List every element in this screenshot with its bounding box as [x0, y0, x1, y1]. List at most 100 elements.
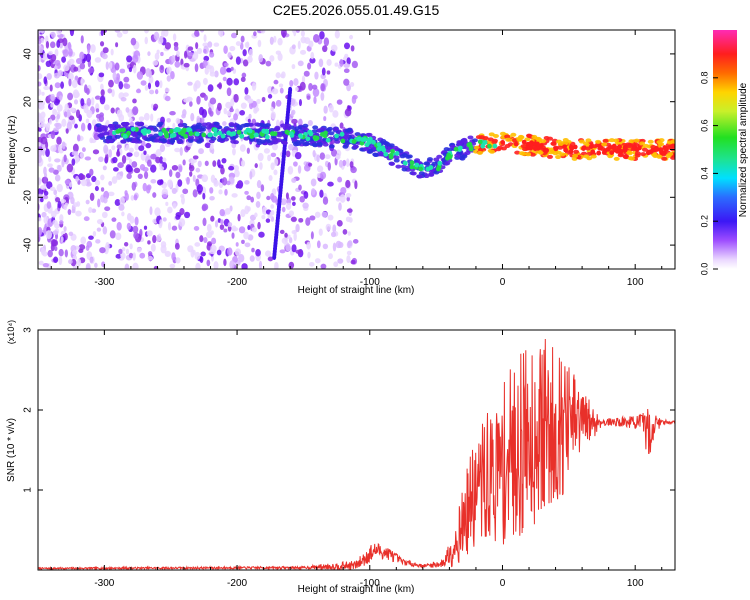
spectral-point	[273, 79, 279, 85]
spectral-point	[187, 51, 194, 57]
ridge-point	[188, 135, 195, 140]
spectral-point	[328, 253, 333, 260]
spectral-point	[326, 58, 332, 66]
snr-x-label: Height of straight line (km)	[298, 584, 415, 595]
spectral-point	[45, 41, 50, 49]
spectral-point	[69, 30, 75, 37]
spectrogram-y-label: Frequency (Hz)	[7, 116, 18, 185]
ridge-peak-point	[183, 133, 189, 139]
spectral-point	[192, 51, 199, 60]
spectral-point	[224, 188, 228, 196]
ridge-point	[342, 132, 349, 137]
spectral-point	[259, 162, 263, 170]
spectral-point	[235, 41, 241, 47]
ridge-point	[254, 128, 261, 133]
spectral-point	[73, 66, 79, 72]
ridge-peak-point	[437, 160, 443, 166]
ridge-point	[416, 174, 423, 179]
spectral-point	[62, 37, 68, 47]
spectral-point	[61, 56, 66, 63]
spectral-point	[56, 136, 62, 145]
spectral-point	[64, 179, 71, 185]
spectral-point	[115, 253, 122, 259]
spectral-point	[257, 152, 264, 162]
spectral-point	[75, 109, 81, 119]
spectral-point	[226, 77, 233, 86]
spectral-point	[132, 262, 139, 269]
spectral-point	[330, 44, 338, 52]
spectral-point	[287, 165, 294, 175]
spectral-point	[65, 128, 69, 134]
spectral-point	[211, 237, 217, 245]
spectral-point	[100, 187, 105, 192]
spectral-point	[342, 229, 348, 235]
spectral-point	[270, 204, 275, 209]
spectral-point	[99, 41, 105, 47]
spectral-point	[289, 79, 294, 87]
spectral-point	[196, 95, 201, 105]
spectral-point	[67, 72, 74, 81]
spectral-point	[300, 36, 307, 44]
spectral-point	[202, 217, 207, 227]
ridge-peak-point	[654, 145, 659, 151]
ridge-peak-point	[425, 166, 431, 172]
ridge-point	[273, 127, 280, 132]
spectral-point	[86, 97, 92, 107]
spectral-point	[306, 95, 311, 100]
spectral-point	[193, 225, 200, 231]
spectral-point	[174, 242, 180, 250]
spectral-point	[210, 215, 215, 222]
ridge-peak-point	[163, 130, 169, 136]
spectral-point	[60, 81, 65, 89]
spectral-point	[293, 232, 297, 242]
spectral-point	[235, 242, 239, 247]
spectral-point	[339, 194, 346, 203]
spectral-point	[167, 179, 173, 188]
spectral-point	[91, 208, 97, 213]
spectral-point	[231, 232, 235, 239]
ridge-peak-point	[532, 146, 538, 152]
spectral-point	[132, 253, 136, 261]
spectral-point	[294, 151, 302, 160]
ridge-peak-point	[612, 147, 618, 153]
spectral-point	[337, 176, 343, 183]
spectral-point	[320, 92, 325, 101]
spectral-point	[55, 197, 61, 203]
spectral-point	[213, 42, 220, 47]
spectral-point	[40, 136, 48, 145]
spectral-point	[38, 88, 42, 96]
spectral-point	[152, 192, 157, 198]
ridge-peak-point	[618, 148, 624, 154]
spectral-point	[244, 190, 249, 195]
spectral-point	[291, 244, 297, 253]
spectral-point	[346, 255, 351, 264]
x-tick-label: -200	[227, 277, 247, 288]
spectral-point	[144, 85, 149, 91]
x-tick-label: -100	[360, 578, 380, 589]
spectral-point	[81, 147, 86, 152]
ridge-peak-point	[194, 131, 200, 137]
spectral-point	[291, 30, 296, 33]
ridge-point	[433, 170, 440, 175]
spectral-point	[118, 81, 124, 90]
ridge-point	[590, 154, 597, 159]
spectral-point	[301, 75, 306, 84]
spectral-point	[307, 251, 311, 259]
ridge-peak-point	[492, 143, 498, 149]
spectral-point	[273, 169, 278, 176]
colorbar-tick-label: 0.2	[699, 215, 709, 228]
spectral-point	[144, 36, 148, 45]
spectral-point	[54, 245, 58, 252]
spectral-point	[210, 174, 216, 183]
spectral-point	[226, 87, 232, 97]
ridge-point	[491, 140, 498, 145]
spectral-point	[126, 165, 133, 173]
ridge-peak-point	[121, 127, 127, 133]
ridge-peak-point	[298, 133, 303, 139]
ridge-point	[520, 144, 527, 149]
ridge-peak-point	[181, 128, 187, 134]
spectral-point	[171, 225, 178, 231]
ridge-point	[196, 125, 203, 130]
spectral-point	[143, 225, 148, 230]
ridge-point	[106, 135, 113, 140]
